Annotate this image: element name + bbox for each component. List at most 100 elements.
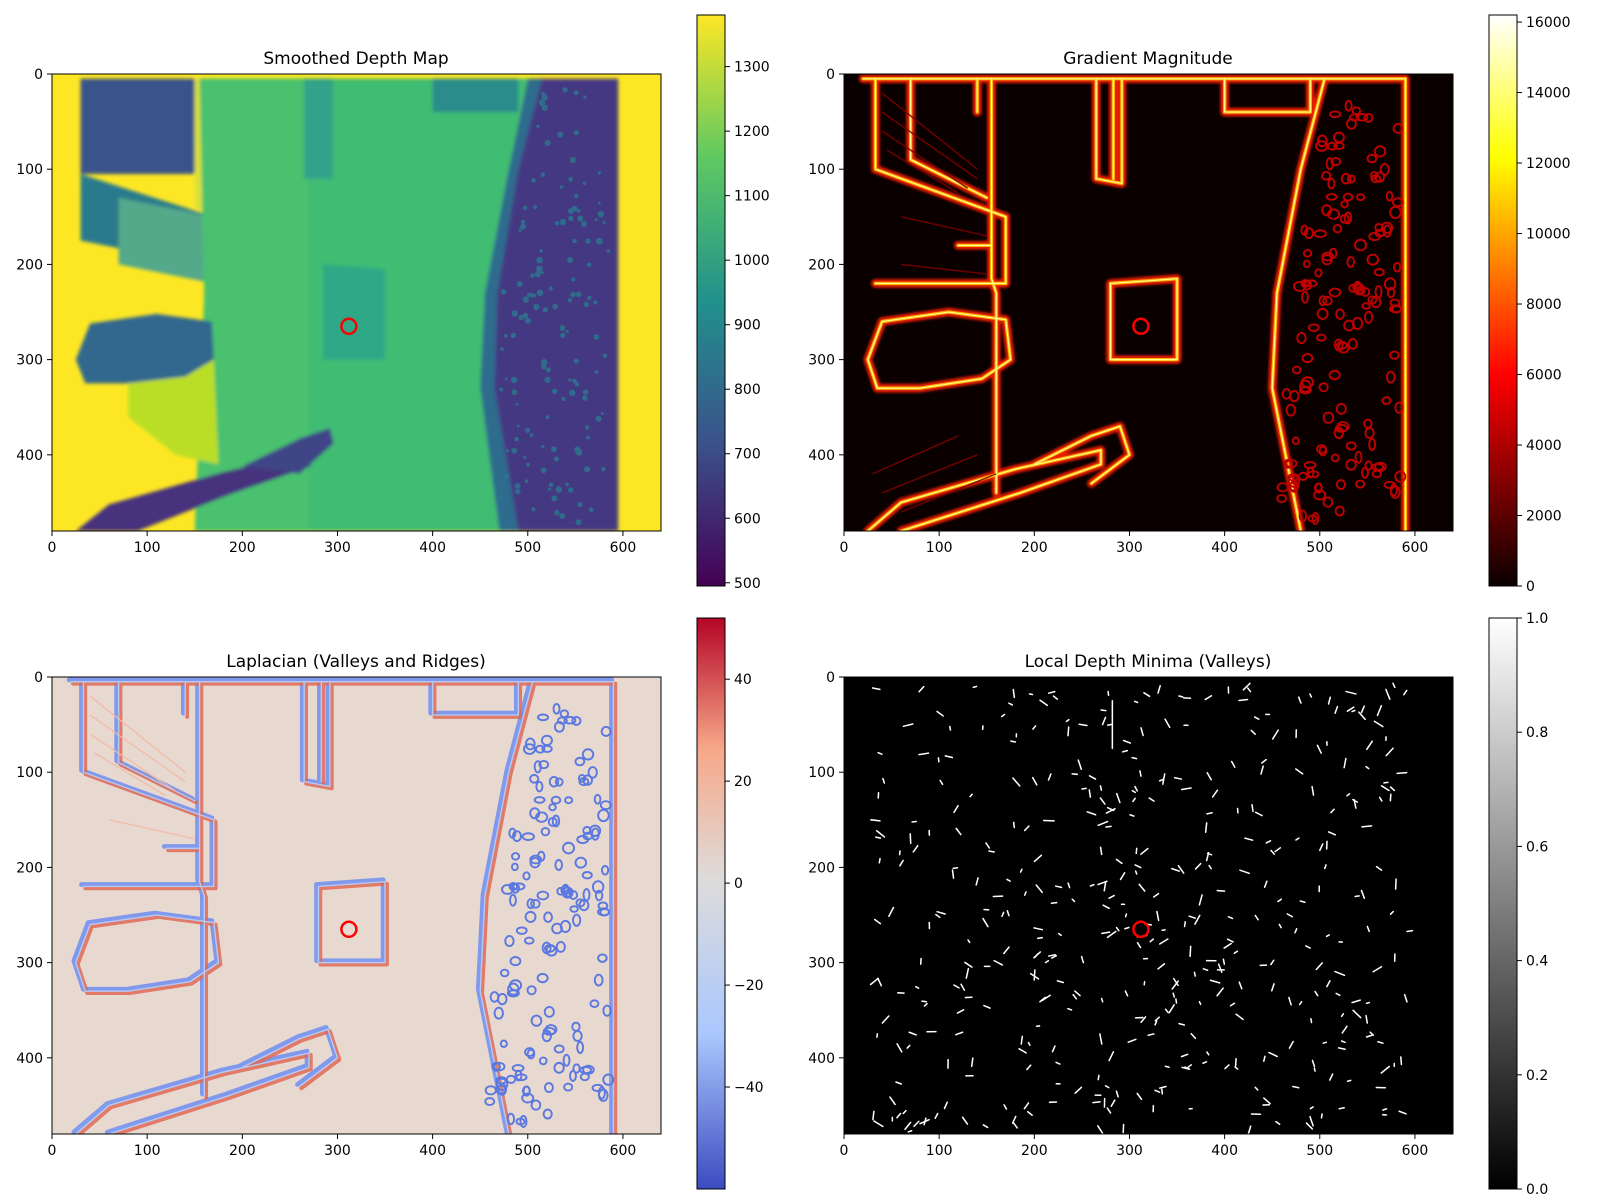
colorbar-tick-label: 0.4 xyxy=(1526,954,1548,970)
minimum-point xyxy=(896,1043,903,1053)
texture-ring xyxy=(1287,481,1299,492)
speckle xyxy=(582,181,587,186)
minimum-point xyxy=(1065,718,1070,723)
texture-ring xyxy=(564,888,573,898)
minimum-point xyxy=(1254,811,1263,817)
panel-local-minima: Local Depth Minima (Valleys) 0 100 200 300 4… xyxy=(808,611,1548,1198)
minimum-point xyxy=(1222,958,1226,965)
speckle xyxy=(551,495,558,502)
texture-ring xyxy=(535,811,549,823)
texture-ring xyxy=(1345,118,1357,130)
minimum-point xyxy=(908,1031,917,1036)
speckle xyxy=(500,347,504,351)
minimum-point xyxy=(1019,868,1023,873)
minimum-point xyxy=(1270,849,1276,855)
y-tick-label: 400 xyxy=(16,448,43,464)
minimum-point xyxy=(970,1057,974,1068)
speckle xyxy=(577,502,583,508)
minimum-point xyxy=(952,867,959,870)
minimum-point xyxy=(1254,914,1259,921)
minimum-point xyxy=(1134,785,1139,792)
speckle xyxy=(597,201,601,205)
minimum-point xyxy=(1106,1107,1112,1114)
texture-ring xyxy=(533,796,546,804)
speckle xyxy=(524,317,531,324)
x-tick-label: 300 xyxy=(324,540,351,556)
speckle xyxy=(586,435,591,440)
minimum-point xyxy=(1097,1125,1104,1134)
minimum-point xyxy=(1092,1101,1101,1104)
texture-ring xyxy=(1355,112,1369,122)
minimum-point xyxy=(923,1002,928,1007)
minimum-point xyxy=(1235,1013,1244,1021)
texture-ring xyxy=(1368,437,1377,451)
texture-ring xyxy=(1344,99,1353,112)
texture-ring xyxy=(582,774,593,786)
texture-ring xyxy=(1394,401,1404,414)
texture-ring xyxy=(504,935,515,948)
texture-ring xyxy=(1383,277,1397,291)
speckle xyxy=(536,289,544,297)
speckle xyxy=(567,208,574,215)
texture-ring xyxy=(597,1088,609,1102)
texture-ring xyxy=(1373,268,1385,277)
speckle xyxy=(559,325,566,331)
texture-ring xyxy=(1297,471,1309,481)
speckle xyxy=(593,334,600,340)
texture-ring xyxy=(540,734,553,747)
texture-ring xyxy=(602,1004,612,1017)
minimum-point xyxy=(969,793,973,798)
texture-ring xyxy=(1389,350,1400,360)
texture-ring xyxy=(530,898,541,909)
chart-title: Smoothed Depth Map xyxy=(263,49,448,69)
speckle xyxy=(559,218,567,226)
minimum-point xyxy=(1032,725,1037,730)
x-tick-label: 500 xyxy=(1306,1143,1333,1159)
minimum-point xyxy=(1187,1064,1193,1068)
texture-ring xyxy=(1354,450,1363,464)
minimum-point xyxy=(1115,858,1123,865)
heatmap-image xyxy=(844,74,1453,531)
texture-ring xyxy=(553,721,565,733)
minimum-point xyxy=(1074,990,1081,997)
texture-ring xyxy=(553,1061,565,1074)
minima-points xyxy=(869,682,1414,1134)
speckle xyxy=(540,270,544,275)
speckle xyxy=(522,205,528,210)
speckle xyxy=(583,95,587,99)
x-tick-label: 200 xyxy=(229,1143,256,1159)
minimum-point xyxy=(1226,938,1234,943)
texture-ring xyxy=(1327,177,1336,190)
texture-ring xyxy=(1283,458,1293,469)
colorbar-tick-label: 0.6 xyxy=(1526,839,1548,855)
minimum-point xyxy=(875,830,886,838)
texture-ring xyxy=(589,999,600,1008)
minimum-point xyxy=(1211,789,1219,798)
minimum-point xyxy=(1139,770,1142,777)
texture-ring xyxy=(530,1014,543,1027)
colorbar-tick-label: 800 xyxy=(734,382,761,398)
x-tick-label: 100 xyxy=(926,540,953,556)
minimum-point xyxy=(1055,1061,1061,1065)
texture-ring xyxy=(526,985,537,996)
minimum-point xyxy=(1052,695,1059,700)
speckle xyxy=(511,447,518,454)
minimum-point xyxy=(1274,847,1282,853)
speckle xyxy=(576,208,581,213)
minimum-point xyxy=(965,967,970,979)
minimum-point xyxy=(1026,1064,1032,1071)
speckle xyxy=(493,480,497,484)
texture-ring xyxy=(1348,283,1358,293)
texture-ring xyxy=(1361,302,1371,310)
texture-ring xyxy=(1335,479,1346,490)
texture-ring xyxy=(495,1077,509,1091)
texture-ring xyxy=(1296,332,1307,345)
texture-ring xyxy=(1392,123,1404,134)
minimum-point xyxy=(1105,807,1116,814)
minimum-point xyxy=(1086,811,1097,816)
minimum-point xyxy=(1369,1031,1375,1036)
panel-laplacian: Laplacian (Valleys and Ridges) 0 100 200 30… xyxy=(16,617,764,1190)
texture-ring xyxy=(574,856,588,869)
colorbar-tick-label: 600 xyxy=(734,511,761,527)
